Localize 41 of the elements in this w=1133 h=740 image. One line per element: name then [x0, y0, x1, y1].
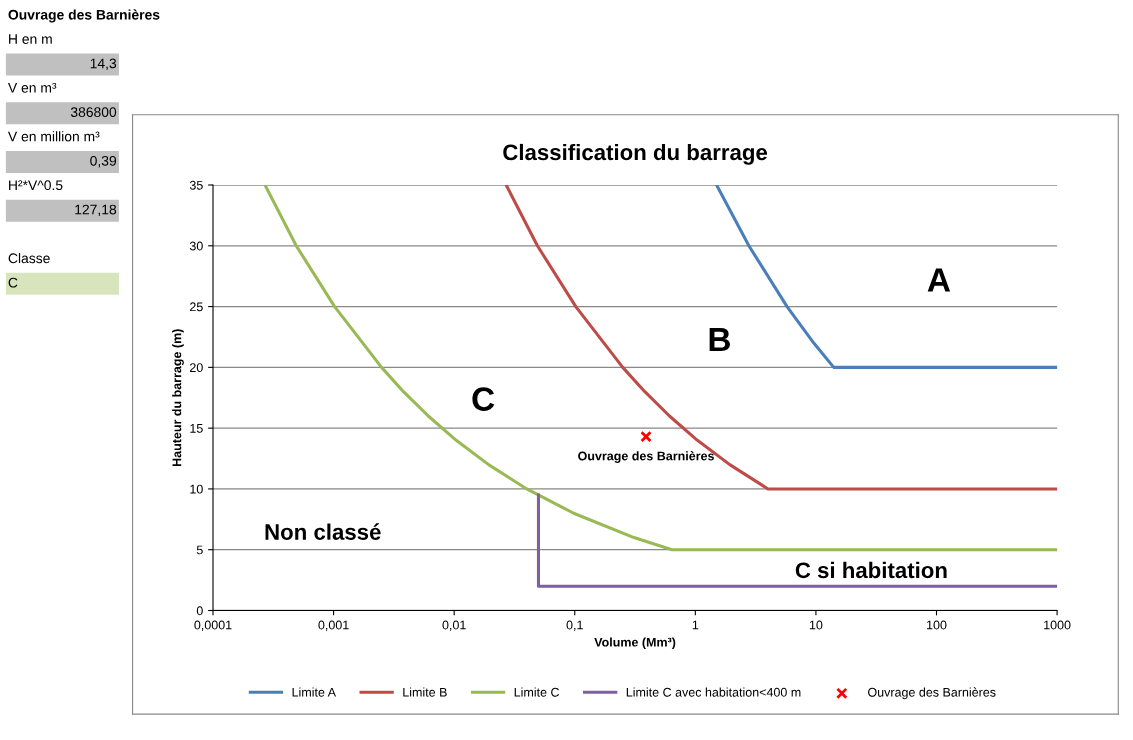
- y-tick-label: 0: [196, 606, 203, 616]
- legend-label: Limite B: [403, 687, 447, 697]
- x-tick-label: 100: [927, 620, 947, 630]
- x-tick-label: 0,1: [566, 620, 583, 631]
- x-tick-label: 0,0001: [194, 620, 232, 631]
- text: 0,39: [90, 155, 117, 168]
- text: 127,18: [75, 204, 117, 217]
- text: H en m: [9, 34, 52, 44]
- text: V en m³: [7, 82, 57, 93]
- annotation: A: [927, 268, 951, 292]
- y-tick-label: 10: [190, 484, 203, 494]
- x-axis-title: Volume (Mm³): [594, 637, 676, 650]
- text: C: [8, 277, 18, 288]
- annotation: C: [472, 387, 495, 411]
- y-axis-title: Hauteur du barrage (m): [172, 329, 184, 467]
- legend-label: Limite C avec habitation<400 m: [626, 687, 801, 697]
- chart-title: Classification du barrage: [503, 143, 768, 165]
- annotation: C si habitation: [795, 561, 947, 579]
- y-tick-label: 35: [189, 180, 203, 190]
- annotation: Ouvrage des Barnières: [578, 451, 714, 463]
- legend-label: Ouvrage des Barnières: [868, 687, 996, 700]
- y-tick-label: 30: [189, 241, 203, 251]
- text: 386800: [70, 107, 117, 118]
- x-tick-label: 0,01: [442, 620, 466, 631]
- legend-label: Limite A: [292, 687, 336, 697]
- y-tick-label: 15: [190, 424, 203, 433]
- x-tick-label: 0,001: [318, 620, 349, 631]
- y-tick-label: 20: [190, 363, 203, 373]
- text: Classe: [8, 252, 50, 264]
- x-tick-label: 1: [692, 620, 699, 630]
- text: 14,3: [90, 58, 117, 70]
- y-tick-label: 5: [196, 545, 203, 555]
- text: H²*V^0.5: [9, 180, 63, 191]
- x-tick-label: 1000: [1044, 620, 1071, 630]
- text: V en million m³: [7, 131, 100, 142]
- annotation: B: [709, 328, 730, 352]
- legend-label: Limite C: [514, 687, 560, 697]
- text: Ouvrage des Barnières: [8, 9, 160, 23]
- annotation: Non classé: [265, 523, 381, 540]
- y-tick-label: 25: [190, 302, 203, 312]
- x-tick-label: 10: [809, 620, 823, 630]
